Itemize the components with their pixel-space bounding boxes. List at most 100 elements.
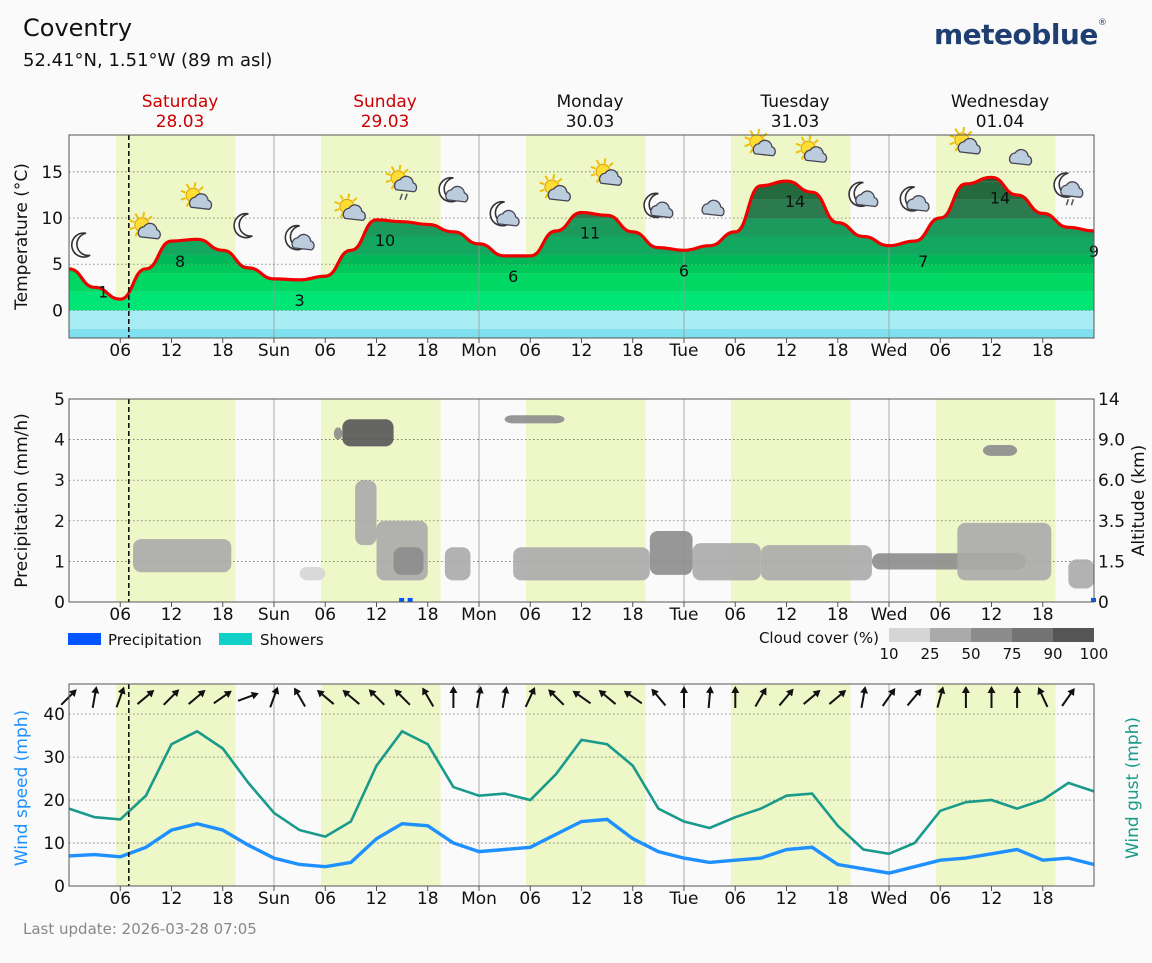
x-tick-label: 12 bbox=[161, 889, 183, 909]
last-update: Last update: 2026-03-28 07:05 bbox=[23, 920, 257, 938]
cloud-cover-area bbox=[957, 522, 1052, 581]
sun-ray bbox=[180, 197, 186, 201]
wind-arrow-head bbox=[171, 689, 180, 697]
sun-ray bbox=[744, 136, 750, 140]
legend-cloud-title: Cloud cover (%) bbox=[759, 629, 879, 647]
wind-arrow-head bbox=[342, 689, 351, 698]
wind-y-tick: 40 bbox=[43, 705, 65, 725]
cloud-shape bbox=[496, 209, 520, 227]
logo-text: meteoblue bbox=[934, 18, 1098, 51]
altitude-y-tick: 1.5 bbox=[1098, 552, 1125, 572]
wind-arrow bbox=[294, 687, 306, 708]
day-name-4: Tuesday bbox=[759, 92, 829, 112]
sun-cloud-icon bbox=[590, 158, 623, 186]
sun-ray bbox=[808, 135, 812, 141]
sun-ray bbox=[749, 148, 754, 154]
cloud-cover-area bbox=[355, 480, 377, 546]
sun-ray bbox=[403, 168, 409, 174]
x-tick-label: 12 bbox=[981, 889, 1003, 909]
logo-mark: ® bbox=[1097, 18, 1107, 28]
temp-label: 11 bbox=[580, 224, 600, 243]
sun-ray bbox=[129, 226, 135, 231]
wind-arrow bbox=[91, 686, 100, 709]
temp-y-label: Temperature (°C) bbox=[12, 163, 32, 311]
wind-arrow-head bbox=[501, 686, 510, 694]
wind-arrow bbox=[213, 690, 232, 705]
rain-drop bbox=[404, 193, 408, 200]
wind-arrow bbox=[501, 686, 510, 709]
wind-arrow-head bbox=[548, 689, 556, 697]
sun-ray bbox=[134, 213, 139, 219]
wind-arrow bbox=[623, 690, 643, 705]
cloud-shape bbox=[855, 190, 879, 208]
sun-ray bbox=[134, 231, 139, 237]
wind-arrow bbox=[881, 687, 896, 707]
x-tick-label: Mon bbox=[461, 889, 497, 909]
temp-band bbox=[69, 273, 1094, 292]
wind-arrow-head bbox=[294, 687, 302, 696]
precip-y-tick: 4 bbox=[54, 431, 65, 451]
wind-arrow-head bbox=[598, 689, 607, 698]
precip-y-label: Precipitation (mm/h) bbox=[12, 413, 32, 588]
sun-cloud-icon bbox=[180, 182, 213, 210]
x-tick-label: 18 bbox=[622, 605, 644, 625]
wind-y-tick: 20 bbox=[43, 791, 65, 811]
temp-y-tick: 5 bbox=[52, 255, 63, 275]
sun-cloud-icon bbox=[334, 193, 366, 222]
sun-ray bbox=[795, 150, 801, 154]
day-date-1: 28.03 bbox=[156, 112, 205, 132]
wind-arrow bbox=[680, 686, 688, 708]
temperature-line bbox=[68, 175, 1095, 301]
sun-ray bbox=[813, 139, 819, 144]
x-tick-label: Wed bbox=[870, 341, 907, 361]
wind-arrow bbox=[548, 689, 565, 706]
x-tick-label: 06 bbox=[519, 341, 541, 361]
cloud-shape bbox=[752, 139, 776, 157]
sun-ray bbox=[749, 129, 754, 136]
day-name-5: Wednesday bbox=[951, 92, 1049, 112]
sun-ray bbox=[949, 141, 955, 146]
cloud-shape bbox=[1060, 181, 1084, 198]
moon-crescent bbox=[71, 232, 91, 258]
x-tick-label: 06 bbox=[109, 889, 131, 909]
wind-arrow bbox=[316, 689, 335, 705]
legend-cloud-level: 75 bbox=[1002, 645, 1021, 663]
x-tick-label: 12 bbox=[366, 889, 388, 909]
moon-crescent bbox=[233, 212, 253, 239]
sun-ray bbox=[339, 194, 344, 200]
x-tick-label: 12 bbox=[366, 341, 388, 361]
x-tick-label: 18 bbox=[622, 341, 644, 361]
sun-ray bbox=[180, 189, 186, 194]
sun-ray bbox=[595, 159, 600, 165]
altitude-y-tick: 14 bbox=[1098, 390, 1120, 410]
sun-ray bbox=[544, 193, 549, 199]
legend-cloud-swatch bbox=[930, 628, 971, 642]
moon-cloud-icon bbox=[899, 186, 930, 212]
wind-arrow-head bbox=[731, 686, 740, 693]
wind-arrow-head bbox=[117, 686, 126, 695]
sun-ray bbox=[185, 201, 190, 208]
brand-logo[interactable]: meteoblue® bbox=[934, 18, 1107, 51]
wind-arrow-head bbox=[651, 688, 659, 697]
temp-y-tick: 0 bbox=[52, 301, 63, 321]
moon-cloud-icon bbox=[284, 224, 315, 251]
wind-speed-line bbox=[68, 817, 1095, 875]
cloud-cover-area bbox=[513, 547, 650, 581]
wind-arrow bbox=[475, 686, 484, 709]
sun-ray bbox=[385, 179, 391, 184]
wind-arrow bbox=[163, 689, 180, 706]
temp-band bbox=[69, 328, 1094, 338]
temp-label: 3 bbox=[295, 291, 305, 310]
sun-ray bbox=[590, 165, 596, 170]
sun-ray bbox=[590, 173, 596, 177]
wind-arrow-head bbox=[422, 687, 430, 696]
sun-ray bbox=[552, 173, 556, 180]
x-tick-label: 12 bbox=[981, 341, 1003, 361]
wind-arrow bbox=[524, 687, 536, 708]
x-tick-label: 12 bbox=[776, 605, 798, 625]
legend-cloud-swatch bbox=[971, 628, 1012, 642]
wind-arrow bbox=[828, 689, 847, 705]
wind-arrow bbox=[60, 689, 77, 706]
cloud-shape bbox=[291, 233, 315, 251]
cloud-shape bbox=[547, 184, 571, 202]
